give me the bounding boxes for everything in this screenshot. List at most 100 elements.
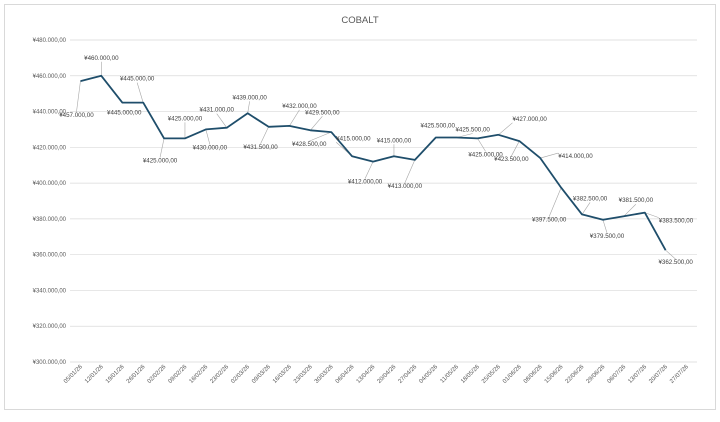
label-leader — [310, 116, 323, 131]
x-tick-label: 06/04/26 — [335, 364, 356, 385]
label-leader — [309, 131, 332, 142]
x-tick-label: 27/04/26 — [398, 364, 419, 385]
data-label: ¥381.500,00 — [619, 197, 654, 204]
x-tick-label: 13/07/26 — [627, 364, 648, 385]
y-tick-label: ¥380.000,00 — [33, 217, 67, 223]
x-tick-label: 27/07/26 — [669, 364, 690, 385]
label-leader — [216, 113, 227, 128]
label-leader — [477, 138, 486, 152]
data-label: ¥415.000,00 — [336, 135, 371, 142]
x-tick-label: 26/01/26 — [126, 364, 147, 385]
label-leader — [404, 159, 416, 183]
x-tick-label: 16/02/26 — [189, 364, 210, 385]
data-label: ¥362.500,00 — [658, 259, 693, 266]
label-leader — [205, 129, 211, 145]
x-tick-label: 25/05/26 — [481, 364, 502, 385]
data-label: ¥429.500,00 — [305, 109, 340, 116]
y-tick-label: ¥440.000,00 — [33, 110, 67, 116]
y-tick-label: ¥320.000,00 — [33, 324, 67, 330]
x-tick-label: 30/03/26 — [314, 364, 335, 385]
x-tick-label: 15/06/26 — [544, 364, 565, 385]
label-leader — [623, 203, 637, 217]
label-leader — [602, 219, 608, 233]
data-label: ¥431.500,00 — [243, 144, 278, 151]
x-tick-label: 05/01/26 — [63, 364, 84, 385]
x-tick-label: 20/04/26 — [377, 364, 398, 385]
label-leader — [247, 101, 250, 114]
data-label: ¥412.000,00 — [348, 179, 383, 186]
label-leader — [511, 140, 520, 157]
x-tick-label: 12/01/26 — [84, 364, 105, 385]
data-label: ¥460.000,00 — [84, 55, 119, 62]
y-tick-label: ¥360.000,00 — [33, 253, 67, 259]
x-tick-label: 29/06/26 — [586, 364, 607, 385]
label-leader — [581, 202, 591, 215]
data-label: ¥397.500,00 — [532, 217, 567, 224]
data-label: ¥383.500,00 — [659, 218, 694, 225]
y-tick-label: ¥340.000,00 — [33, 288, 67, 294]
data-label: ¥445.000,00 — [107, 110, 142, 117]
data-label: ¥382.500,00 — [573, 195, 608, 202]
label-leader — [136, 82, 144, 103]
x-tick-label: 13/04/26 — [356, 364, 377, 385]
data-label: ¥413.000,00 — [388, 183, 423, 190]
data-labels: ¥457.000,00 ¥460.000,00 ¥445.000,00 ¥445.00… — [59, 55, 693, 266]
label-leader — [159, 138, 165, 158]
data-label: ¥425.000,00 — [143, 157, 178, 164]
data-label: ¥425.000,00 — [468, 151, 503, 158]
x-tick-label: 01/06/26 — [502, 364, 523, 385]
x-tick-label: 02/03/26 — [230, 364, 251, 385]
label-leader — [289, 109, 300, 127]
y-tick-label: ¥480.000,00 — [33, 38, 67, 44]
label-leader — [665, 249, 676, 260]
x-tick-label: 09/03/26 — [251, 364, 272, 385]
series-line — [80, 74, 667, 251]
label-leader — [498, 122, 513, 136]
label-leader — [540, 152, 559, 159]
data-label: ¥415.000,00 — [377, 137, 412, 144]
y-tick-label: ¥420.000,00 — [33, 145, 67, 151]
gridlines — [70, 39, 697, 363]
data-label: ¥428.500,00 — [292, 141, 327, 148]
chart-frame: ¥300.000,00 ¥320.000,00 ¥340.000,00 ¥360.00… — [4, 4, 716, 410]
x-tick-label: 09/02/26 — [168, 364, 189, 385]
x-tick-label: 16/03/26 — [272, 364, 293, 385]
label-leader — [548, 187, 562, 217]
data-label: ¥430.000,00 — [193, 144, 228, 151]
y-tick-label: ¥400.000,00 — [33, 181, 67, 187]
data-label: ¥414.000,00 — [558, 153, 593, 160]
x-axis-ticks: 05/01/26 12/01/26 19/01/26 26/01/26 02/02/26… — [63, 364, 690, 385]
y-tick-label: ¥300.000,00 — [33, 360, 67, 366]
label-leader — [260, 126, 269, 144]
x-tick-label: 02/02/26 — [147, 364, 168, 385]
x-tick-label: 23/03/26 — [293, 364, 314, 385]
y-axis-ticks: ¥300.000,00 ¥320.000,00 ¥340.000,00 ¥360.00… — [33, 38, 67, 366]
x-tick-label: 18/05/26 — [460, 364, 481, 385]
x-tick-label: 08/06/26 — [523, 364, 544, 385]
data-label: ¥439.000,00 — [232, 94, 267, 101]
label-leader-lines — [76, 61, 676, 260]
data-label: ¥432.000,00 — [282, 103, 317, 110]
data-label: ¥379.500,00 — [590, 233, 625, 240]
data-label: ¥457.000,00 — [59, 112, 94, 119]
data-label: ¥427.000,00 — [512, 116, 547, 123]
label-leader — [364, 161, 374, 179]
data-label: ¥431.000,00 — [200, 107, 235, 114]
label-leader — [644, 212, 659, 218]
chart-title: COBALT — [341, 15, 379, 26]
x-tick-label: 20/07/26 — [648, 364, 669, 385]
x-tick-label: 11/05/26 — [440, 364, 461, 385]
data-label: ¥425.500,00 — [455, 126, 490, 133]
x-tick-label: 06/07/26 — [607, 364, 628, 385]
x-tick-label: 04/05/26 — [418, 364, 439, 385]
x-tick-label: 23/02/26 — [209, 364, 230, 385]
data-label: ¥425.000,00 — [168, 115, 203, 122]
data-label: ¥445.000,00 — [120, 76, 155, 83]
data-label: ¥425.500,00 — [421, 122, 456, 129]
label-leader — [76, 81, 81, 113]
y-tick-label: ¥460.000,00 — [33, 74, 67, 80]
line-chart: ¥300.000,00 ¥320.000,00 ¥340.000,00 ¥360.00… — [33, 15, 697, 385]
data-label: ¥423.500,00 — [494, 156, 529, 163]
x-tick-label: 22/06/26 — [565, 364, 586, 385]
x-tick-label: 19/01/26 — [105, 364, 126, 385]
